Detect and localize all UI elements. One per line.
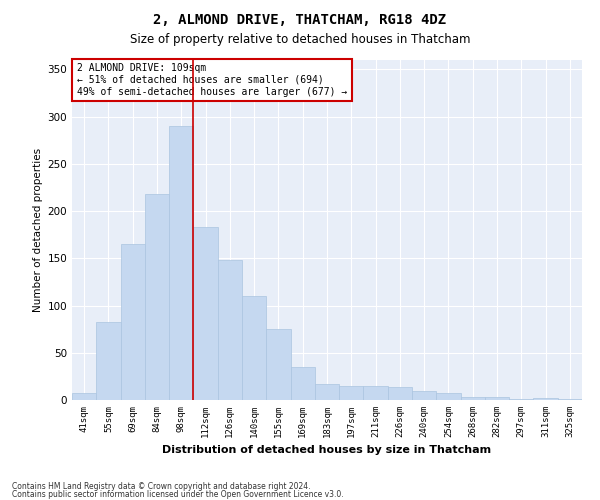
Bar [169,126,193,400]
Bar [558,399,582,400]
Text: Contains public sector information licensed under the Open Government Licence v3: Contains public sector information licen… [12,490,344,499]
Bar [145,194,169,400]
Bar [412,390,436,400]
Bar [436,394,461,400]
Text: Size of property relative to detached houses in Thatcham: Size of property relative to detached ho… [130,32,470,46]
Text: 2 ALMOND DRIVE: 109sqm
← 51% of detached houses are smaller (694)
49% of semi-de: 2 ALMOND DRIVE: 109sqm ← 51% of detached… [77,64,347,96]
Bar [461,397,485,400]
Bar [290,367,315,400]
Bar [315,384,339,400]
Text: Contains HM Land Registry data © Crown copyright and database right 2024.: Contains HM Land Registry data © Crown c… [12,482,311,491]
Bar [509,399,533,400]
Bar [193,227,218,400]
Bar [218,260,242,400]
Bar [242,296,266,400]
Bar [96,322,121,400]
Y-axis label: Number of detached properties: Number of detached properties [33,148,43,312]
Bar [364,386,388,400]
Text: 2, ALMOND DRIVE, THATCHAM, RG18 4DZ: 2, ALMOND DRIVE, THATCHAM, RG18 4DZ [154,12,446,26]
Bar [72,394,96,400]
Bar [266,329,290,400]
Bar [533,398,558,400]
Bar [485,397,509,400]
Bar [121,244,145,400]
Bar [388,387,412,400]
X-axis label: Distribution of detached houses by size in Thatcham: Distribution of detached houses by size … [163,446,491,456]
Bar [339,386,364,400]
